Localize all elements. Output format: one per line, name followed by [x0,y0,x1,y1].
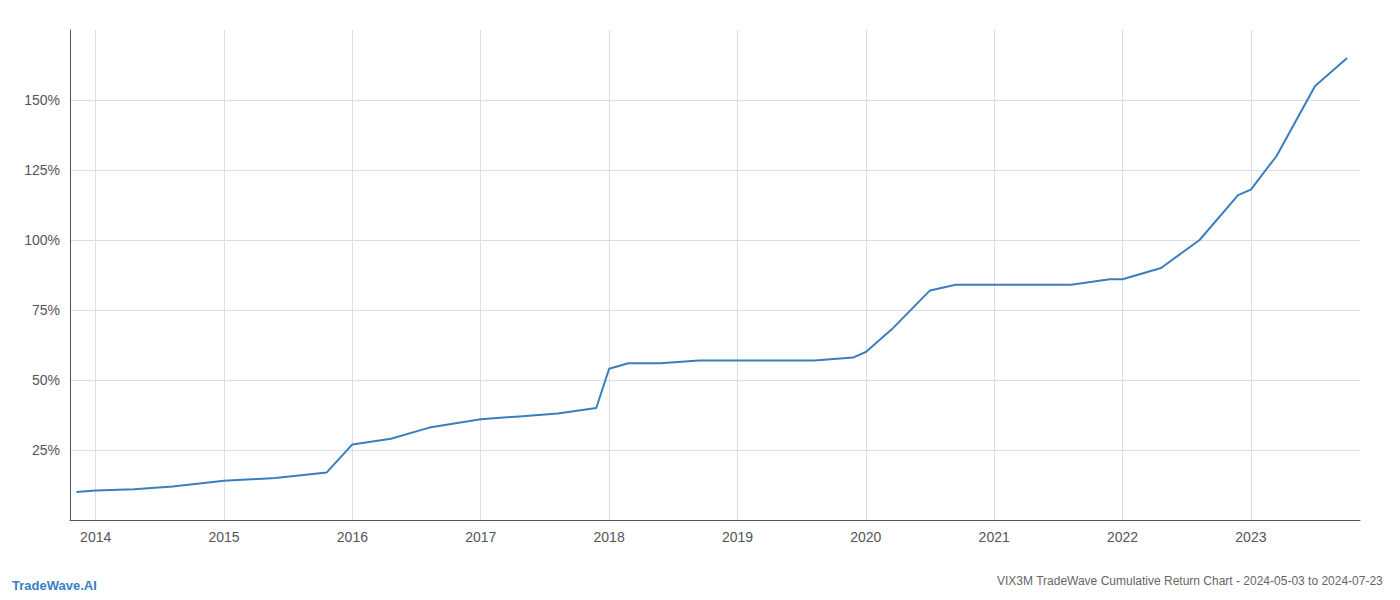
svg-text:2016: 2016 [337,529,368,545]
svg-text:75%: 75% [32,302,60,318]
svg-text:2019: 2019 [722,529,753,545]
svg-text:2022: 2022 [1107,529,1138,545]
svg-text:2017: 2017 [465,529,496,545]
svg-text:2020: 2020 [850,529,881,545]
svg-text:125%: 125% [24,162,60,178]
svg-text:150%: 150% [24,92,60,108]
svg-text:2021: 2021 [979,529,1010,545]
svg-text:VIX3M TradeWave Cumulative Ret: VIX3M TradeWave Cumulative Return Chart … [997,574,1383,588]
svg-text:2018: 2018 [594,529,625,545]
svg-text:50%: 50% [32,372,60,388]
svg-text:100%: 100% [24,232,60,248]
svg-text:TradeWave.AI: TradeWave.AI [12,578,97,593]
svg-text:2023: 2023 [1235,529,1266,545]
svg-text:2015: 2015 [208,529,239,545]
svg-text:25%: 25% [32,442,60,458]
svg-text:2014: 2014 [80,529,111,545]
